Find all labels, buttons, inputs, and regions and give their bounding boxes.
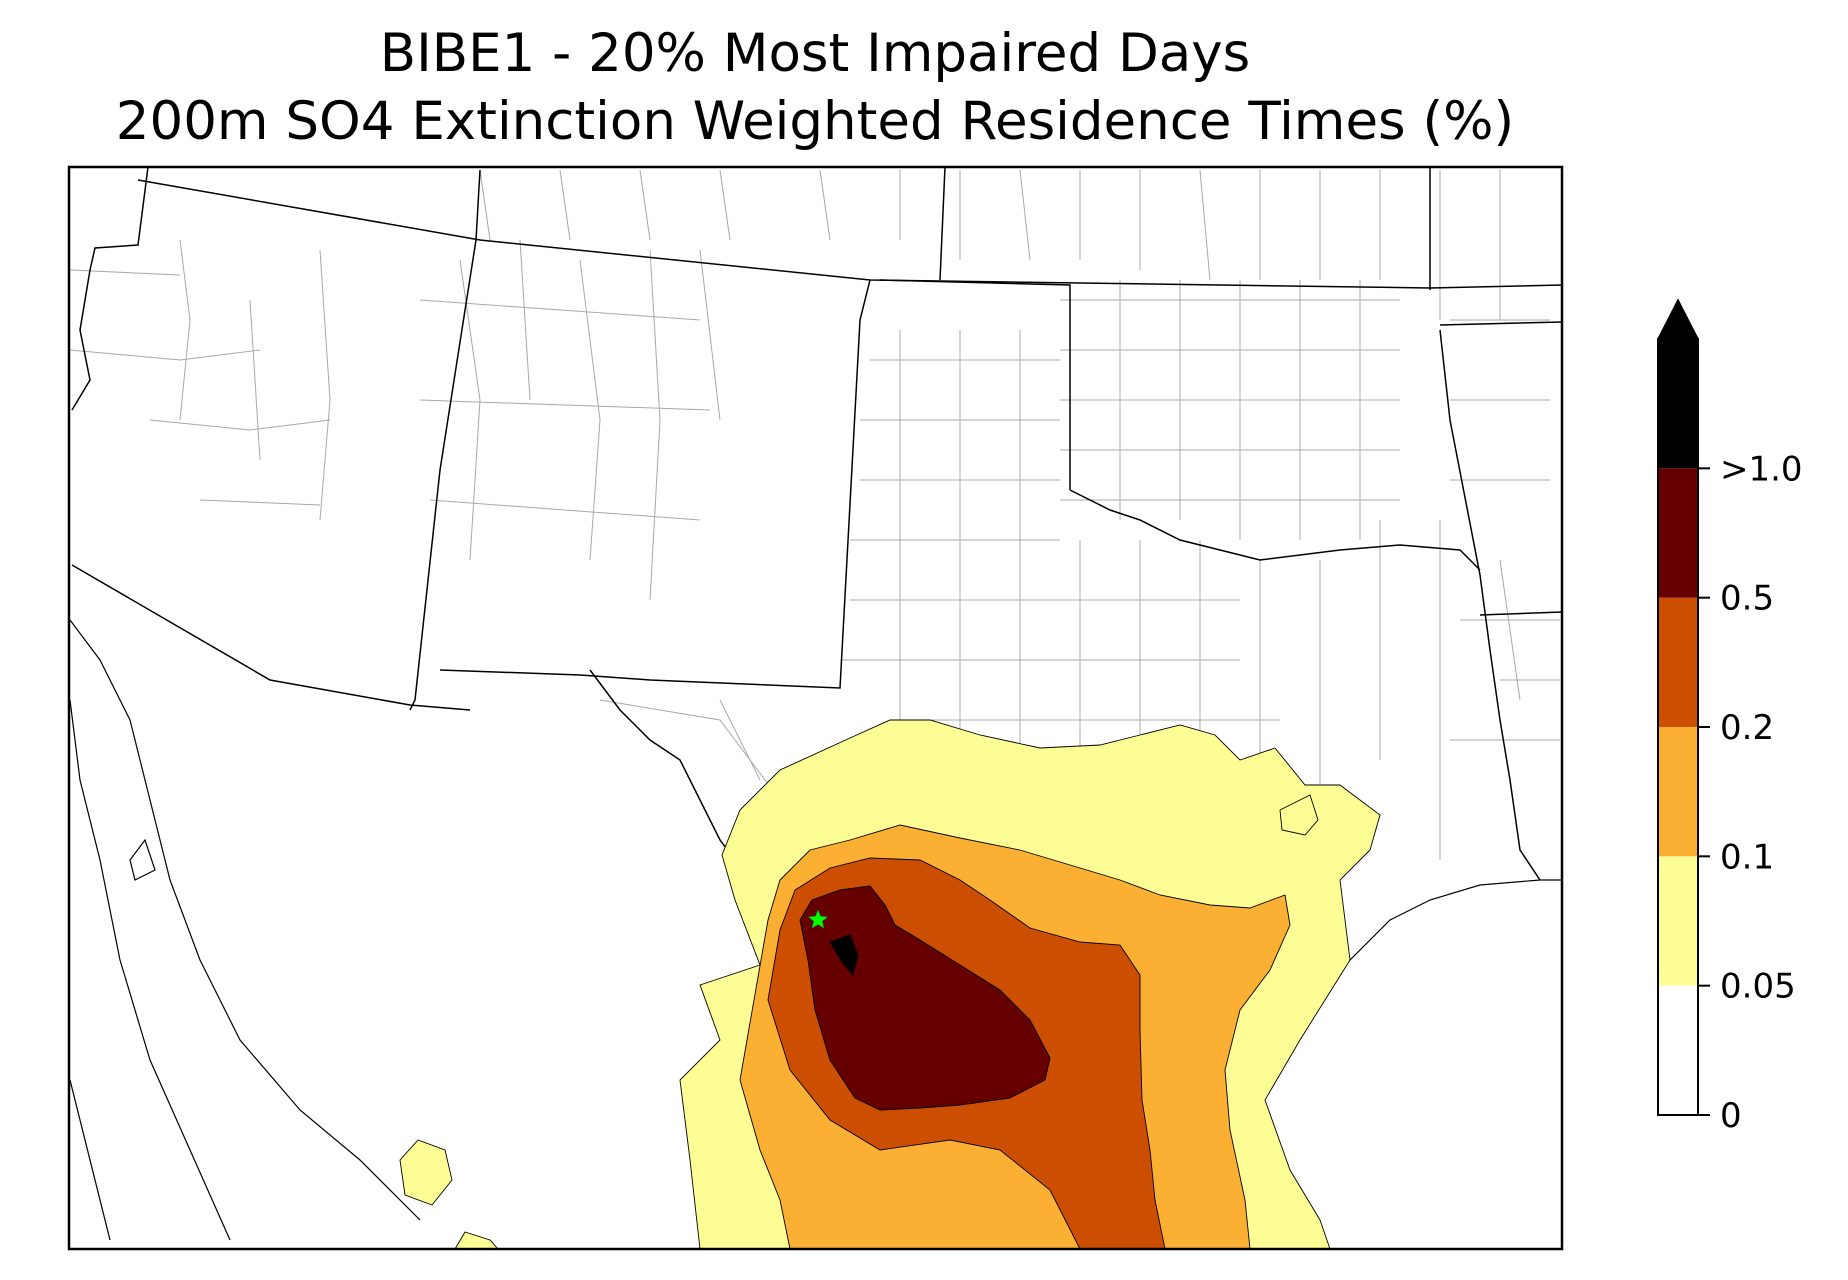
- map-frame: [67, 165, 1564, 1251]
- colorbar-tick-label: 0.1: [1720, 837, 1774, 877]
- colorbar-tick-label: >1.0: [1720, 449, 1803, 489]
- state-boundaries: [71, 167, 1562, 1241]
- colorbar-segment: [1658, 985, 1698, 1115]
- contour-fills: [399, 719, 1381, 1249]
- colorbar-tick-label: 0.05: [1720, 967, 1796, 1007]
- contour-1.0: [829, 934, 859, 976]
- colorbar-segment: [1658, 339, 1698, 469]
- contour-0.05-blob: [399, 1139, 453, 1206]
- contour-0.05-blob-2: [454, 1231, 499, 1249]
- colorbar-segment: [1658, 856, 1698, 986]
- colorbar-tick-label: 0: [1720, 1096, 1742, 1136]
- map-title-line-1: BIBE1 - 20% Most Impaired Days: [379, 23, 1251, 84]
- colorbar: 0 0.05 0.1 0.2 0.5 >1.0: [1656, 298, 1803, 1136]
- colorbar-segment: [1658, 468, 1698, 598]
- colorbar-segment: [1658, 597, 1698, 727]
- colorbar-tick-label: 0.2: [1720, 708, 1774, 748]
- contour-0.5: [799, 885, 1051, 1111]
- colorbar-segment: [1658, 727, 1698, 857]
- contour-0.05-island: [1279, 794, 1319, 836]
- colorbar-extend-triangle: [1656, 298, 1700, 340]
- colorbar-tick-label: 0.5: [1720, 579, 1774, 619]
- map-title-line-2: 200m SO4 Extinction Weighted Residence T…: [115, 91, 1515, 152]
- site-star-icon: [807, 909, 829, 929]
